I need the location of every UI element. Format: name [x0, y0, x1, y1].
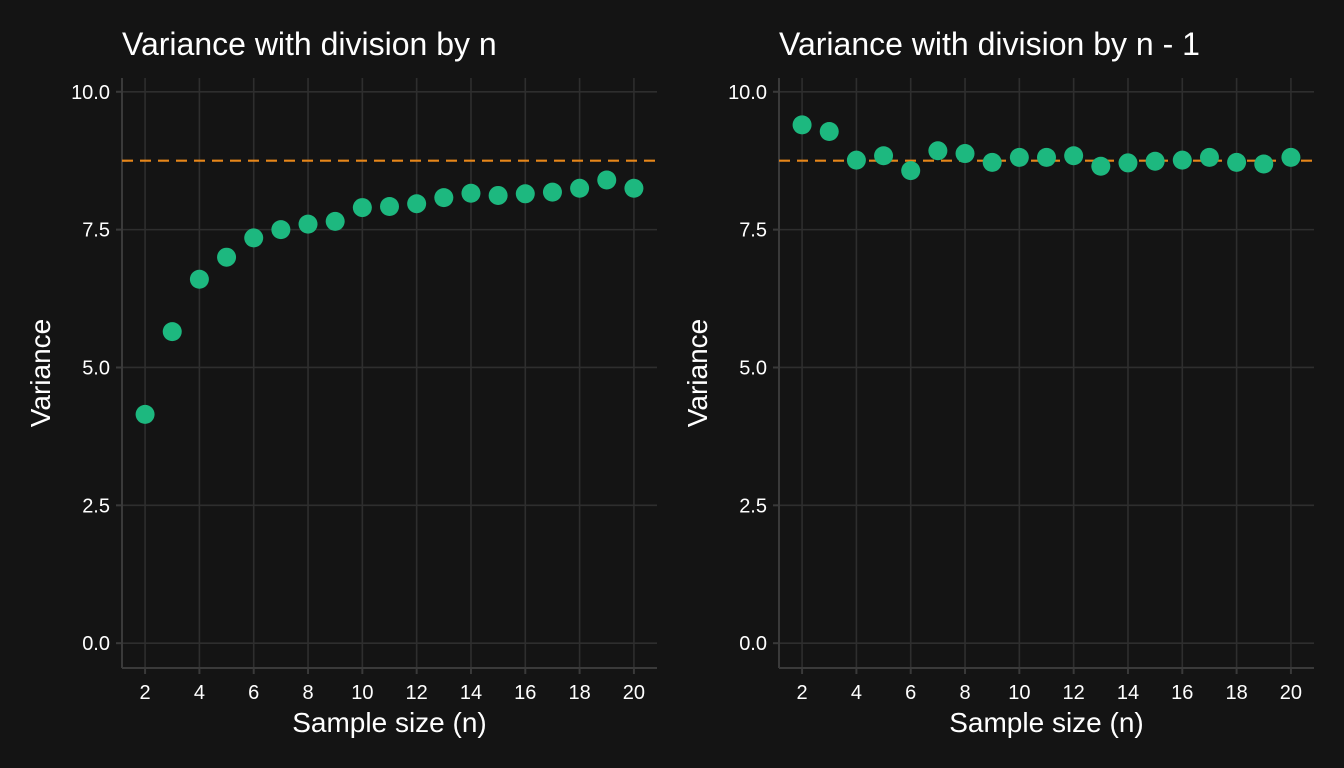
x-tick-label: 20 — [1280, 682, 1302, 704]
x-tick-label: 8 — [302, 682, 313, 704]
data-point — [1199, 147, 1219, 167]
y-tick-label: 2.5 — [739, 495, 767, 517]
x-tick-label: 4 — [194, 682, 205, 704]
x-axis-label: Sample size (n) — [949, 707, 1144, 738]
data-point — [792, 115, 812, 135]
x-tick-label: 16 — [514, 682, 536, 704]
data-point — [928, 141, 948, 161]
data-point — [1254, 154, 1274, 174]
data-point — [982, 152, 1002, 172]
y-tick-label: 5.0 — [82, 357, 110, 379]
data-point — [819, 121, 839, 141]
x-tick-label: 12 — [1063, 682, 1085, 704]
data-point — [244, 228, 264, 248]
y-tick-label: 7.5 — [739, 220, 767, 242]
data-point — [162, 322, 182, 342]
y-tick-label: 0.0 — [82, 633, 110, 655]
x-tick-label: 18 — [1225, 682, 1247, 704]
data-point — [542, 182, 562, 202]
data-point — [1172, 150, 1192, 170]
x-tick-label: 14 — [460, 682, 482, 704]
data-point — [325, 211, 345, 231]
y-tick-label: 2.5 — [82, 495, 110, 517]
x-tick-label: 2 — [140, 682, 151, 704]
data-point — [488, 185, 508, 205]
chart-title: Variance with division by n — [122, 26, 497, 62]
data-point — [1145, 151, 1165, 171]
data-point — [380, 196, 399, 216]
data-point — [352, 198, 372, 218]
data-point — [1037, 147, 1056, 167]
x-tick-label: 4 — [851, 682, 862, 704]
data-point — [597, 170, 617, 190]
chart-panel-1: 0.0 2.5 5.0 7.5 10.0 2 4 6 8 10 12 14 16 18 20 Variance… — [25, 26, 657, 738]
data-point — [271, 220, 291, 240]
data-point — [407, 194, 427, 214]
y-tick-label: 7.5 — [82, 220, 110, 242]
x-tick-label: 10 — [351, 682, 373, 704]
data-point — [1064, 146, 1084, 166]
x-tick-label: 2 — [797, 682, 808, 704]
x-tick-label: 20 — [623, 682, 645, 704]
y-tick-label: 0.0 — [739, 633, 767, 655]
y-axis-label: Variance — [682, 319, 713, 427]
x-tick-label: 14 — [1117, 682, 1139, 704]
x-tick-label: 16 — [1171, 682, 1193, 704]
x-tick-label: 12 — [406, 682, 428, 704]
data-point — [901, 161, 921, 181]
data-point — [461, 183, 481, 203]
x-axis-label: Sample size (n) — [292, 707, 487, 738]
data-point — [955, 144, 975, 164]
data-point — [1091, 156, 1111, 176]
data-point — [298, 214, 318, 234]
data-point — [1281, 147, 1301, 167]
data-point — [1009, 147, 1029, 167]
x-tick-label: 10 — [1008, 682, 1030, 704]
data-point — [624, 178, 644, 198]
data-point — [570, 178, 590, 198]
y-tick-label: 10.0 — [71, 82, 110, 104]
data-point — [874, 146, 894, 166]
y-tick-label: 10.0 — [728, 82, 767, 104]
y-axis-label: Variance — [25, 319, 56, 427]
data-point — [1227, 152, 1247, 172]
data-point — [846, 150, 866, 170]
data-point — [189, 269, 209, 289]
chart-panel-2: 0.0 2.5 5.0 7.5 10.0 2 4 6 8 10 12 14 16 18 20 Variance… — [682, 26, 1314, 738]
x-tick-label: 18 — [568, 682, 590, 704]
x-tick-label: 8 — [959, 682, 970, 704]
data-point — [515, 184, 535, 204]
data-point — [135, 404, 155, 424]
data-point — [434, 188, 454, 208]
x-tick-label: 6 — [248, 682, 259, 704]
data-point — [217, 247, 237, 267]
y-tick-label: 5.0 — [739, 357, 767, 379]
chart-title: Variance with division by n - 1 — [779, 26, 1200, 62]
x-tick-label: 6 — [905, 682, 916, 704]
data-point — [1118, 153, 1138, 173]
